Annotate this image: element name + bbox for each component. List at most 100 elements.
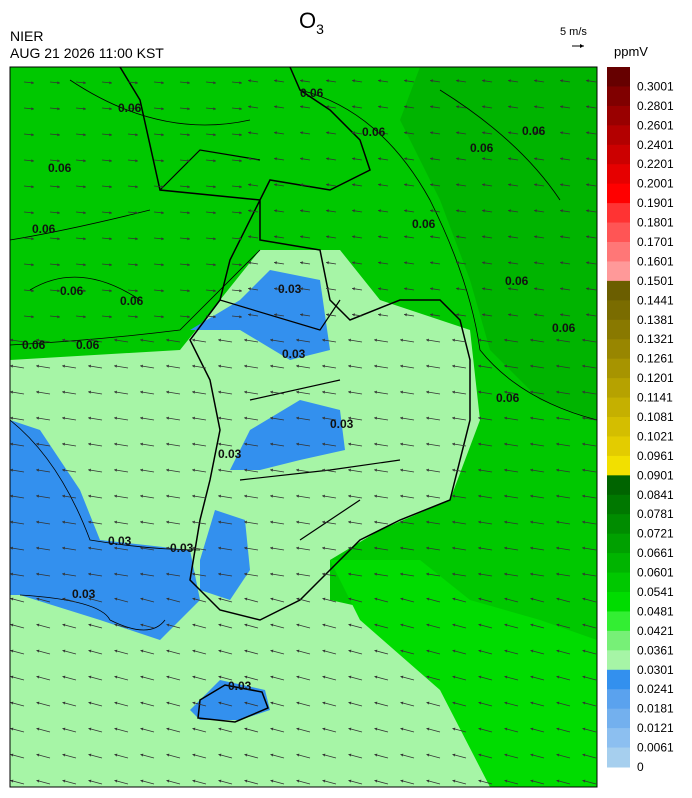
wind-arrow-head <box>36 649 40 653</box>
wind-arrow-head <box>404 157 407 161</box>
wind-arrow-head <box>36 468 39 472</box>
contour-label: 0.06 <box>60 284 84 298</box>
wind-arrow-head <box>430 313 433 317</box>
wind-arrow-head <box>404 261 407 265</box>
colorbar-label: 0.0241 <box>637 682 674 696</box>
field-light <box>10 250 500 787</box>
wind-arrow-head <box>192 753 196 757</box>
wind-arrow-head <box>322 546 325 550</box>
wind-arrow-head <box>300 157 303 161</box>
colorbar-label: 0.0841 <box>637 488 674 502</box>
wind-arrow-head <box>239 237 242 241</box>
wind-arrow-head <box>166 468 169 472</box>
wind-arrow-head <box>192 779 196 783</box>
wind-vectors <box>10 79 597 785</box>
wind-arrow-head <box>114 338 117 342</box>
wind-arrow-head <box>218 649 222 653</box>
wind-arrow-head <box>218 753 222 757</box>
colorbar-swatch <box>607 650 630 671</box>
wind-arrow-head <box>556 520 559 524</box>
colorbar-label: 0.0721 <box>637 527 674 541</box>
wind-arrow-head <box>88 338 91 342</box>
wind-arrow-head <box>556 675 560 679</box>
wind-arrow-head <box>582 779 586 783</box>
wind-arrow-head <box>140 597 144 601</box>
wind-arrow-head <box>270 390 273 394</box>
wind-arrow-head <box>534 157 537 161</box>
wind-arrow-head <box>114 753 118 757</box>
wind-arrow-head <box>404 287 407 291</box>
wind-arrow-head <box>322 649 326 653</box>
contour-label: 0.06 <box>362 125 386 139</box>
wind-arrow-head <box>478 494 481 498</box>
wind-arrow-head <box>452 546 455 550</box>
wind-arrow-head <box>452 779 456 783</box>
wind-arrow-head <box>300 261 303 265</box>
wind-arrow-head <box>452 753 456 757</box>
wind-arrow-head <box>582 494 585 498</box>
wind-arrow-head <box>187 315 190 319</box>
wind-arrow-head <box>270 494 273 498</box>
wind-arrow-head <box>109 133 112 137</box>
wind-arrow-head <box>352 235 355 239</box>
colorbar-label: 0.1381 <box>637 313 674 327</box>
wind-arrow-head <box>31 263 34 267</box>
wind-arrow-head <box>404 235 407 239</box>
wind-arrow-head <box>530 416 533 420</box>
wind-arrow-head <box>109 107 112 111</box>
wind-arrow-head <box>322 338 325 342</box>
contour-label: 0.03 <box>170 541 194 555</box>
wind-arrow-head <box>270 779 274 783</box>
wind-arrow-head <box>166 753 170 757</box>
wind-arrow-head <box>482 183 485 187</box>
wind-arrow-head <box>140 390 143 394</box>
wind-arrow-head <box>296 727 300 731</box>
wind-arrow-head <box>10 546 13 550</box>
colorbar-label: 0 <box>637 760 644 774</box>
wind-arrow-head <box>10 442 13 446</box>
wind-arrow-head <box>114 779 118 783</box>
wind-arrow-head <box>348 546 351 550</box>
wind-arrow-head <box>109 315 112 319</box>
wind-arrow-head <box>560 79 563 83</box>
colorbar-swatch <box>607 300 630 321</box>
wind-arrow-head <box>57 159 60 163</box>
wind-arrow-head <box>452 649 456 653</box>
wind-arrow-head <box>166 623 170 627</box>
wind-arrow-head <box>296 779 300 783</box>
wind-arrow-head <box>452 572 455 576</box>
colorbar-swatch <box>607 125 630 146</box>
wind-arrow-head <box>135 211 138 215</box>
wind-arrow-head <box>10 468 13 472</box>
wind-arrow-head <box>83 237 86 241</box>
colorbar-label: 0.0601 <box>637 566 674 580</box>
wind-arrow-head <box>244 468 247 472</box>
wind-arrow-head <box>83 185 86 189</box>
wind-arrow-head <box>270 468 273 472</box>
wind-arrow-head <box>322 494 325 498</box>
wind-arrow-head <box>296 649 300 653</box>
wind-arrow-head <box>530 701 534 705</box>
wind-arrow-head <box>218 416 221 420</box>
wind-arrow-head <box>239 211 242 215</box>
wind-arrow-head <box>270 546 273 550</box>
wind-arrow-head <box>57 315 60 319</box>
wind-arrow-head <box>378 209 381 213</box>
wind-arrow-head <box>326 235 329 239</box>
wind-arrow-head <box>534 313 537 317</box>
contour-label: 0.03 <box>218 447 242 461</box>
wind-arrow-head <box>270 442 273 446</box>
wind-arrow-head <box>582 572 585 576</box>
wind-arrow-head <box>586 313 589 317</box>
wind-arrow-head <box>504 494 507 498</box>
wind-arrow-head <box>218 494 221 498</box>
colorbar-swatch <box>607 747 630 768</box>
wind-arrow-head <box>400 416 403 420</box>
wind-arrow-head <box>274 209 277 213</box>
wind-arrow-head <box>378 105 381 109</box>
wind-arrow-head <box>374 442 377 446</box>
wind-arrow-head <box>300 313 303 317</box>
wind-arrow-head <box>326 157 329 161</box>
wind-arrow-head <box>530 649 534 653</box>
wind-arrow-head <box>482 79 485 83</box>
